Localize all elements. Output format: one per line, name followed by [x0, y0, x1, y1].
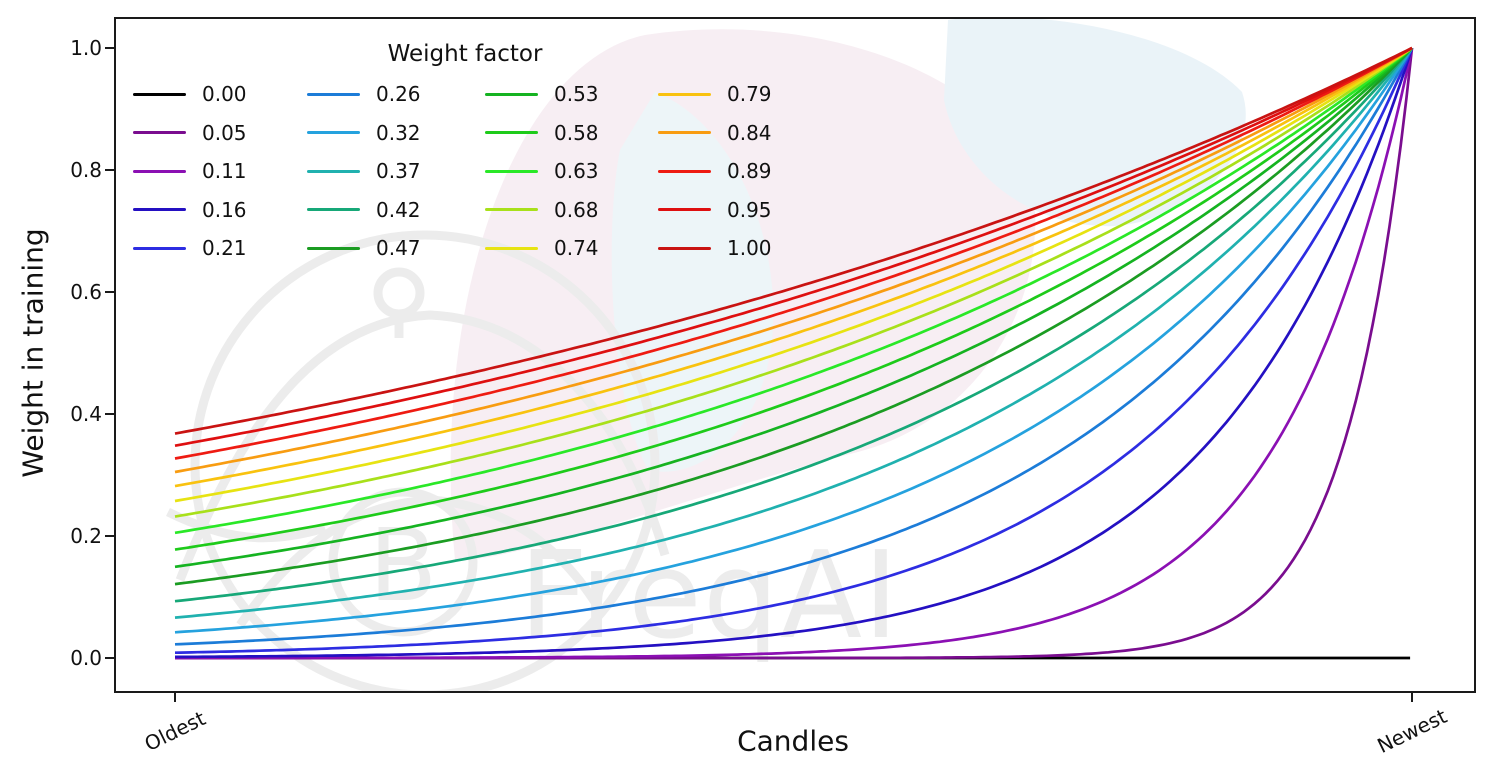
axes-box [114, 17, 1476, 693]
curve-weight-factor-0.47 [174, 47, 1413, 586]
x-axis-label: Candles [737, 724, 849, 758]
curve-weight-factor-1.00 [174, 46, 1413, 435]
curve-weight-factor-0.63 [174, 46, 1413, 535]
curve-weight-factor-0.53 [174, 47, 1413, 569]
curve-weight-factor-0.95 [174, 46, 1413, 448]
y-tick-label-0.8: 0.8 [70, 158, 102, 182]
curve-lines [174, 46, 1414, 660]
curve-weight-factor-0.32 [174, 47, 1414, 634]
y-tick-label-0.4: 0.4 [70, 402, 102, 426]
curve-weight-factor-0.74 [174, 46, 1413, 503]
axis-tick-marks [105, 47, 1413, 702]
y-tick-label-0.2: 0.2 [70, 524, 102, 548]
y-tick-label-0.0: 0.0 [70, 646, 102, 670]
y-tick-label-0.6: 0.6 [70, 280, 102, 304]
y-axis-label: Weight in training [16, 228, 50, 478]
y-tick-label-1.0: 1.0 [70, 36, 102, 60]
